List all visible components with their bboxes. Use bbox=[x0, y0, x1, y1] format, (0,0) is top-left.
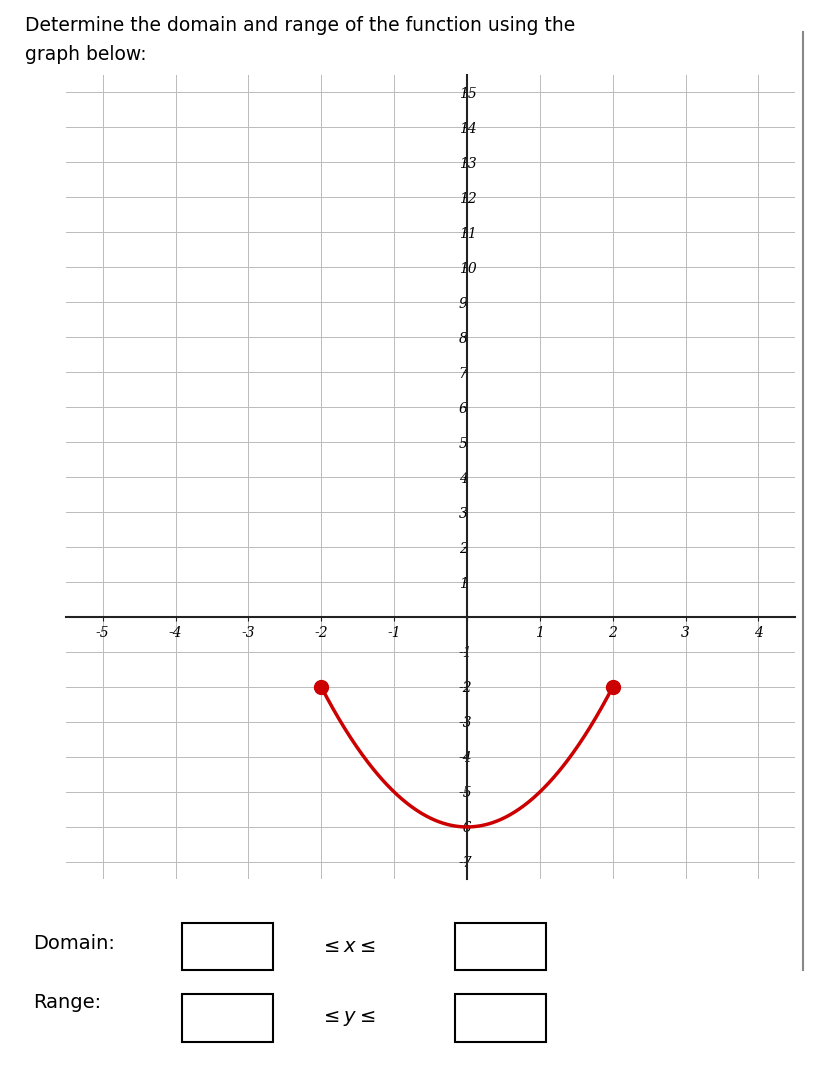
Text: graph below:: graph below: bbox=[25, 45, 146, 64]
FancyBboxPatch shape bbox=[182, 995, 273, 1043]
Text: Domain:: Domain: bbox=[33, 934, 115, 953]
Text: $\leq y \leq$: $\leq y \leq$ bbox=[319, 1008, 375, 1029]
Text: Range:: Range: bbox=[33, 992, 101, 1012]
FancyBboxPatch shape bbox=[455, 923, 546, 970]
Text: $\leq x \leq$: $\leq x \leq$ bbox=[319, 937, 375, 956]
FancyBboxPatch shape bbox=[182, 923, 273, 970]
Text: Determine the domain and range of the function using the: Determine the domain and range of the fu… bbox=[25, 16, 575, 35]
FancyBboxPatch shape bbox=[455, 995, 546, 1043]
